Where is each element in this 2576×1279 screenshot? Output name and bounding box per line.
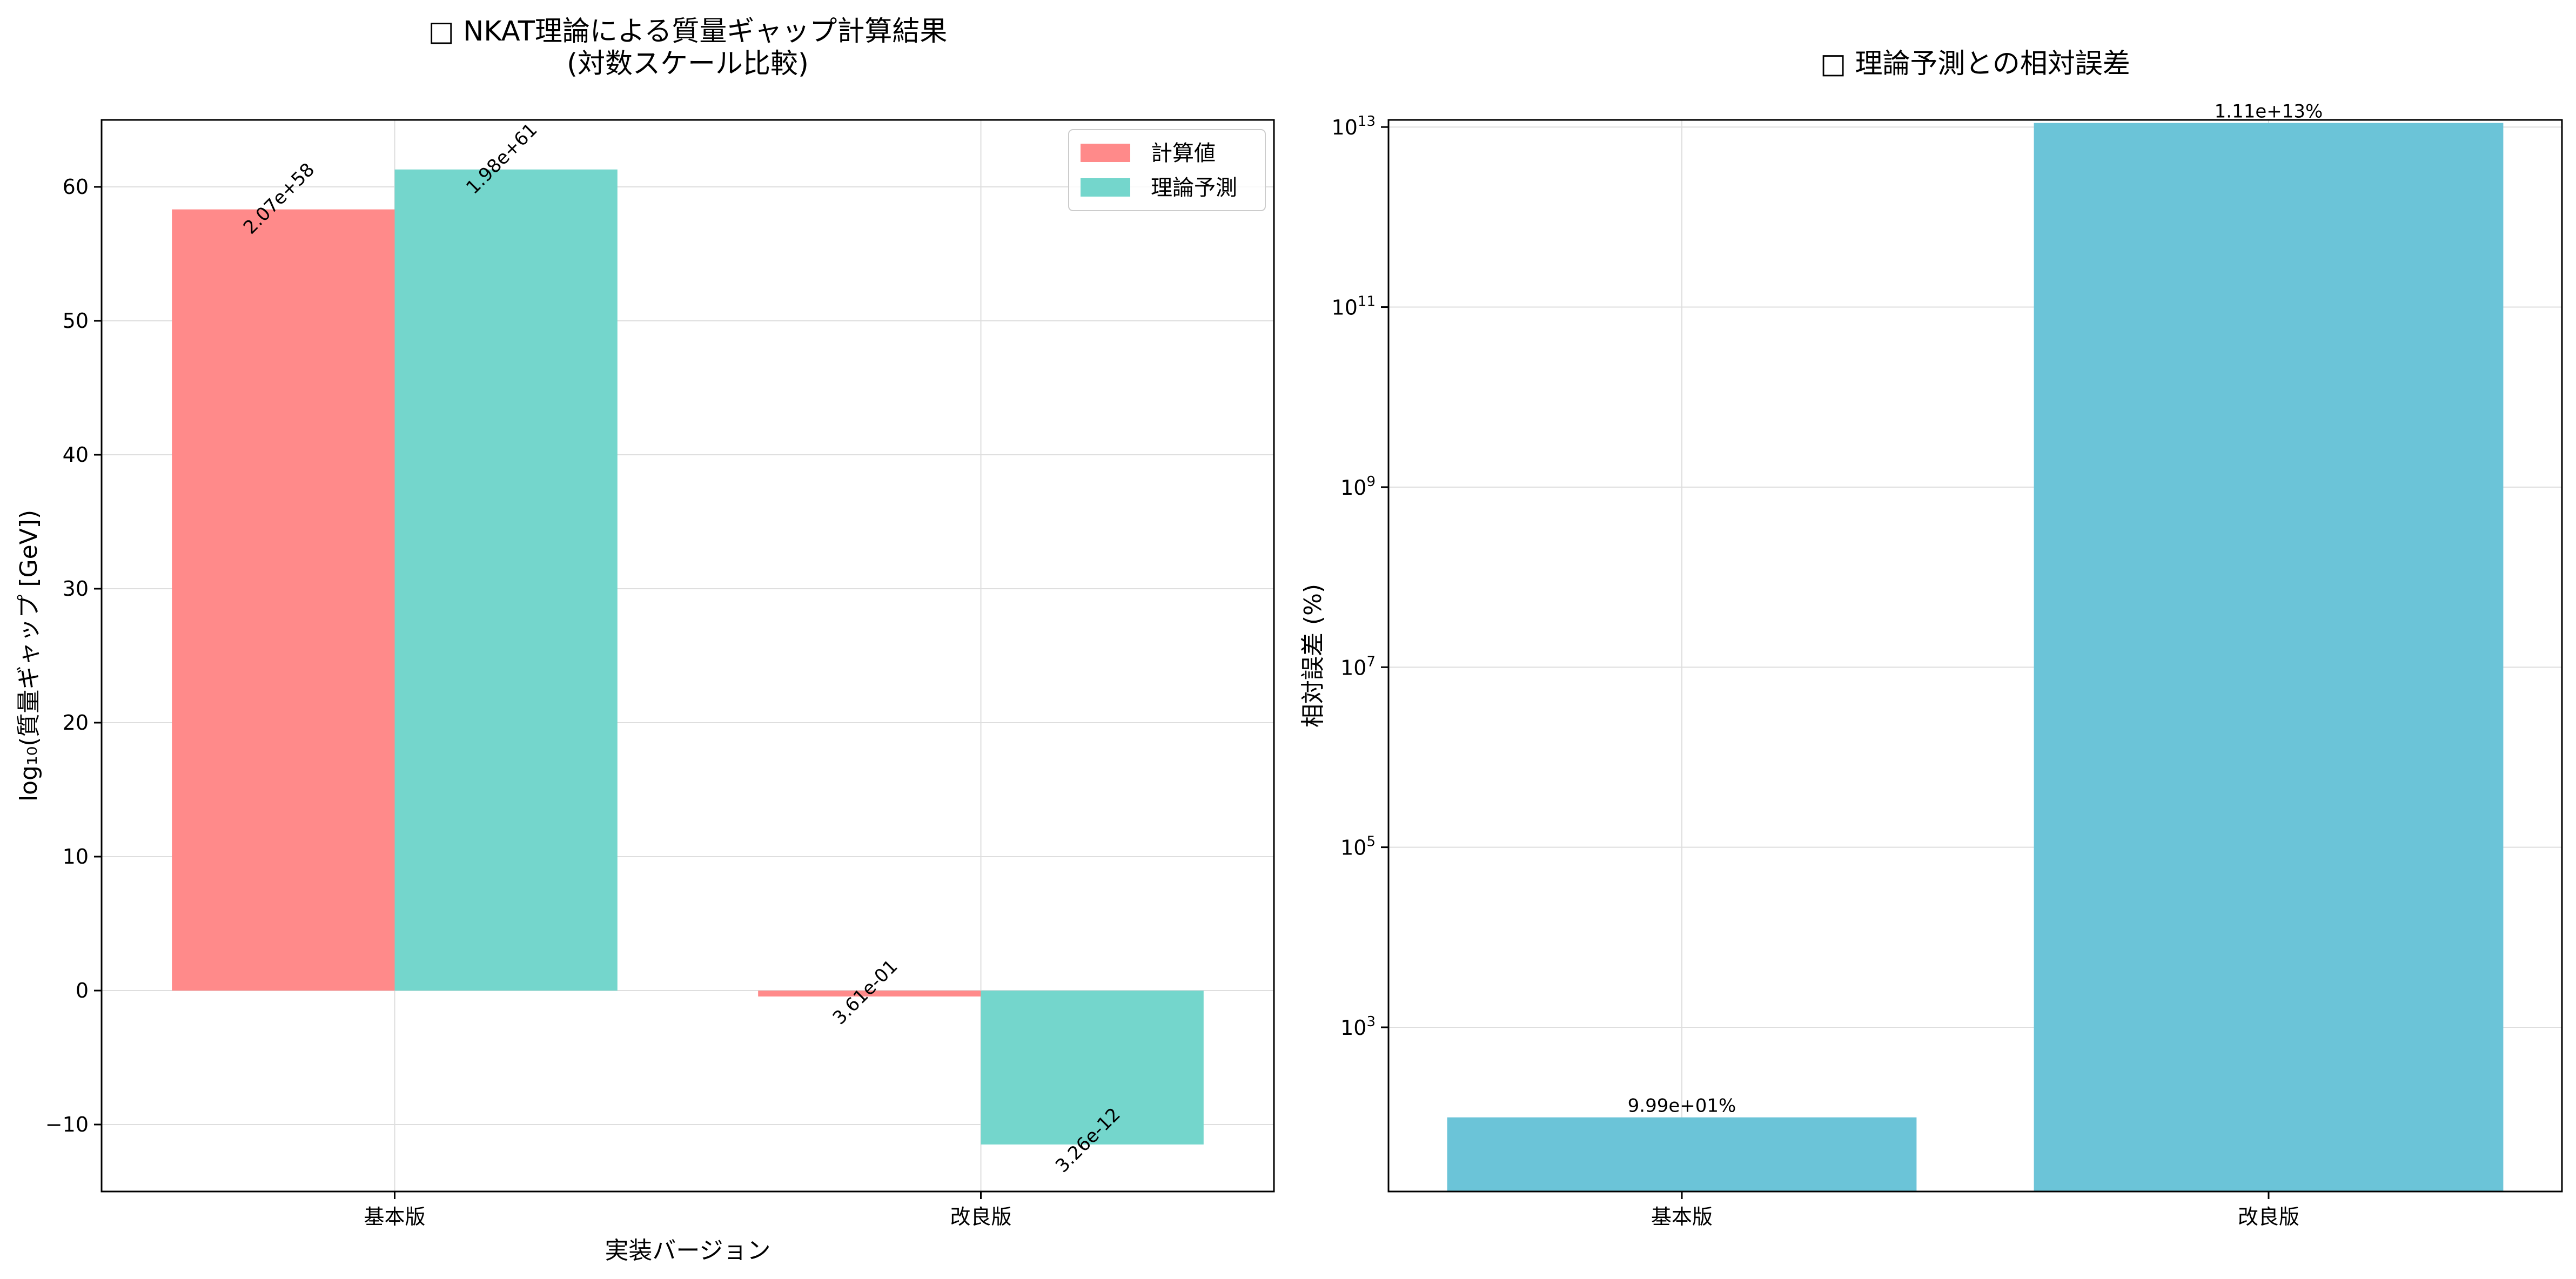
left-y-tick-label: −10	[45, 1113, 89, 1136]
right-bar	[1447, 1117, 1917, 1192]
right-x-tick-label: 改良版	[2238, 1205, 2299, 1229]
left-y-tick-label: 10	[63, 845, 89, 869]
right-x-axis-ticks: 基本版 改良版	[1651, 1192, 2299, 1229]
left-chart-subtitle: (対数スケール比較)	[567, 48, 809, 80]
relative-error-panel: □ 理論予測との相対誤差 9.99e+01%1.11e+13% 10310510…	[1299, 48, 2563, 1229]
right-data-labels: 9.99e+01% 1.11e+13%	[1628, 101, 2323, 1117]
right-y-tick-label: 107	[1340, 654, 1376, 679]
right-y-axis-ticks: 103 105 107 109 1011 1013	[1332, 113, 1388, 1040]
left-y-tick-label: 50	[63, 309, 89, 333]
legend-swatch-computed	[1081, 144, 1130, 162]
left-y-tick-label: 20	[63, 711, 89, 735]
left-bar	[394, 169, 618, 991]
left-x-tick-label: 基本版	[364, 1205, 425, 1229]
left-y-axis-label: log₁₀(質量ギャップ [GeV])	[15, 510, 43, 802]
legend-swatch-predicted	[1081, 178, 1130, 197]
right-y-axis-label: 相対誤差 (%)	[1299, 584, 1327, 728]
right-bar-data-label: 9.99e+01%	[1628, 1095, 1736, 1117]
left-y-tick-label: 0	[76, 979, 89, 1002]
right-chart-title: □ 理論予測との相対誤差	[1820, 48, 2130, 80]
left-bars	[172, 169, 1204, 1145]
right-y-tick-label: 109	[1340, 474, 1376, 500]
right-plot-frame	[1387, 119, 2563, 1193]
legend-label-computed: 計算値	[1151, 141, 1216, 166]
mass-gap-panel: □ NKAT理論による質量ギャップ計算結果 (対数スケール比較) 2.07e+5…	[15, 16, 1275, 1264]
left-y-axis-ticks: −10 0 10 20 30 40 50 60	[45, 175, 102, 1136]
right-bar-data-label: 1.11e+13%	[2215, 101, 2323, 123]
legend: 計算値 理論予測	[1068, 129, 1266, 211]
left-x-axis-ticks: 基本版 改良版	[364, 1192, 1012, 1229]
left-y-tick-label: 30	[63, 577, 89, 601]
right-x-tick-label: 基本版	[1651, 1205, 1713, 1229]
left-y-tick-label: 60	[63, 175, 89, 199]
left-x-tick-label: 改良版	[950, 1205, 1011, 1229]
left-chart-title: □ NKAT理論による質量ギャップ計算結果	[428, 16, 948, 48]
right-bars	[1447, 123, 2504, 1192]
right-y-tick-label: 103	[1340, 1014, 1376, 1040]
left-x-axis-label: 実装バージョン	[605, 1237, 770, 1264]
left-bar	[758, 991, 981, 997]
left-bar	[172, 209, 395, 991]
left-plot-frame	[100, 119, 1275, 1193]
right-y-tick-label: 105	[1340, 834, 1376, 860]
legend-label-predicted: 理論予測	[1151, 176, 1237, 200]
right-y-tick-label: 1011	[1332, 294, 1376, 320]
right-bar	[2034, 123, 2504, 1192]
left-bar	[981, 991, 1204, 1145]
left-y-tick-label: 40	[63, 443, 89, 467]
right-y-tick-label: 1013	[1332, 113, 1376, 139]
